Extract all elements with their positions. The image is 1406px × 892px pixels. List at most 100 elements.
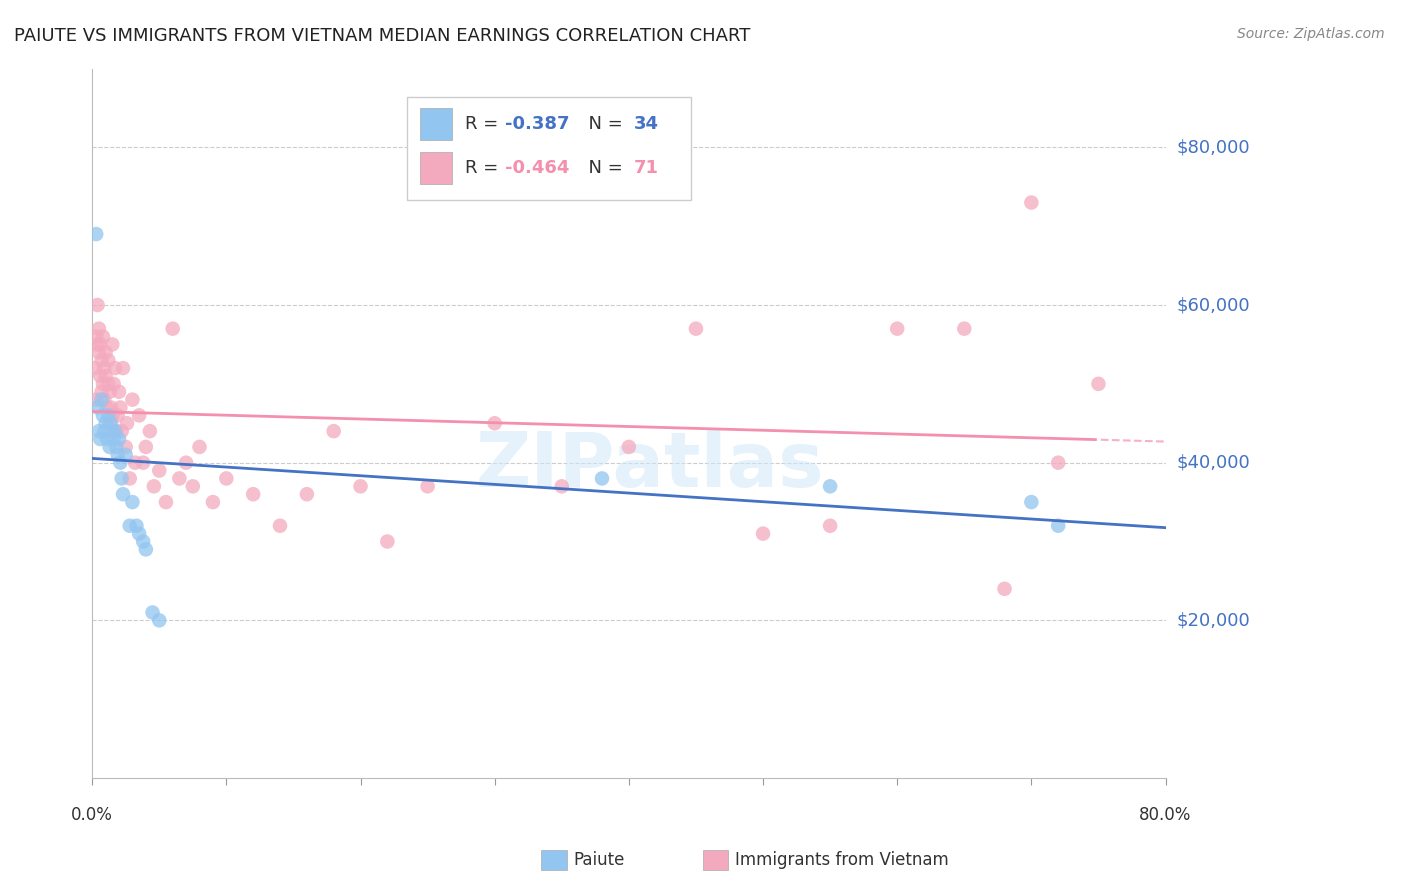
Point bbox=[89, 432, 111, 446]
Point bbox=[89, 337, 111, 351]
Point bbox=[132, 456, 155, 470]
Point bbox=[89, 368, 111, 383]
Point bbox=[100, 401, 122, 415]
Point bbox=[118, 471, 141, 485]
Text: -0.464: -0.464 bbox=[505, 159, 569, 177]
Point bbox=[125, 518, 148, 533]
Point bbox=[818, 518, 841, 533]
Point bbox=[174, 456, 197, 470]
Point bbox=[1047, 518, 1070, 533]
Text: R =: R = bbox=[464, 159, 503, 177]
Point bbox=[1087, 376, 1109, 391]
Point bbox=[128, 409, 150, 423]
Point bbox=[90, 353, 112, 368]
Point bbox=[111, 471, 134, 485]
FancyBboxPatch shape bbox=[419, 108, 451, 140]
Point bbox=[139, 424, 162, 438]
Point bbox=[993, 582, 1015, 596]
Point bbox=[107, 448, 129, 462]
Point bbox=[322, 424, 344, 438]
Point bbox=[96, 401, 118, 415]
Point bbox=[112, 487, 135, 501]
Point bbox=[90, 384, 112, 399]
Point bbox=[162, 321, 184, 335]
Point bbox=[752, 526, 775, 541]
Text: PAIUTE VS IMMIGRANTS FROM VIETNAM MEDIAN EARNINGS CORRELATION CHART: PAIUTE VS IMMIGRANTS FROM VIETNAM MEDIAN… bbox=[14, 27, 751, 45]
Point bbox=[591, 471, 613, 485]
Point bbox=[86, 298, 108, 312]
Point bbox=[110, 456, 132, 470]
Point bbox=[242, 487, 264, 501]
Point bbox=[114, 448, 136, 462]
Point bbox=[375, 534, 398, 549]
Point bbox=[128, 526, 150, 541]
Point bbox=[269, 518, 291, 533]
Point bbox=[107, 409, 129, 423]
Point bbox=[416, 479, 439, 493]
Point bbox=[155, 495, 177, 509]
Point bbox=[121, 495, 143, 509]
Point bbox=[148, 613, 170, 627]
Text: 71: 71 bbox=[634, 159, 659, 177]
Text: 80.0%: 80.0% bbox=[1139, 806, 1192, 824]
Text: R =: R = bbox=[464, 115, 503, 133]
Point bbox=[84, 392, 107, 407]
Point bbox=[86, 337, 108, 351]
Point bbox=[87, 424, 110, 438]
Point bbox=[94, 345, 117, 359]
Point bbox=[90, 392, 112, 407]
Point bbox=[93, 424, 115, 438]
Point bbox=[118, 518, 141, 533]
Point bbox=[551, 479, 574, 493]
Point bbox=[108, 384, 131, 399]
FancyBboxPatch shape bbox=[406, 97, 692, 200]
Point bbox=[181, 479, 204, 493]
Text: $40,000: $40,000 bbox=[1177, 454, 1250, 472]
Point bbox=[84, 227, 107, 241]
Point bbox=[91, 329, 114, 343]
Point bbox=[295, 487, 318, 501]
Point bbox=[94, 417, 117, 431]
Point bbox=[105, 424, 128, 438]
Point bbox=[1021, 195, 1043, 210]
Point bbox=[98, 440, 121, 454]
Point bbox=[101, 337, 124, 351]
Point bbox=[188, 440, 211, 454]
Point bbox=[93, 361, 115, 376]
Text: 34: 34 bbox=[634, 115, 659, 133]
Point bbox=[84, 329, 107, 343]
Point bbox=[148, 464, 170, 478]
Point bbox=[169, 471, 191, 485]
Point bbox=[104, 424, 127, 438]
Point bbox=[104, 361, 127, 376]
Text: ZIPatlas: ZIPatlas bbox=[477, 429, 825, 503]
Text: Paiute: Paiute bbox=[574, 851, 626, 869]
Point bbox=[86, 401, 108, 415]
Text: Immigrants from Vietnam: Immigrants from Vietnam bbox=[735, 851, 949, 869]
Point bbox=[111, 424, 134, 438]
Point bbox=[98, 384, 121, 399]
Point bbox=[142, 606, 165, 620]
Point bbox=[114, 440, 136, 454]
Text: -0.387: -0.387 bbox=[505, 115, 569, 133]
Text: Source: ZipAtlas.com: Source: ZipAtlas.com bbox=[1237, 27, 1385, 41]
Point bbox=[1021, 495, 1043, 509]
Text: 0.0%: 0.0% bbox=[72, 806, 112, 824]
Point bbox=[87, 321, 110, 335]
Point bbox=[110, 401, 132, 415]
Point bbox=[103, 432, 125, 446]
Point bbox=[108, 432, 131, 446]
Text: N =: N = bbox=[578, 115, 628, 133]
Point bbox=[87, 345, 110, 359]
Point bbox=[617, 440, 640, 454]
Point bbox=[484, 417, 506, 431]
Point bbox=[97, 353, 120, 368]
Point bbox=[215, 471, 238, 485]
Point bbox=[953, 321, 976, 335]
Point bbox=[818, 479, 841, 493]
Point bbox=[93, 392, 115, 407]
Point bbox=[886, 321, 908, 335]
Point bbox=[83, 361, 105, 376]
Point bbox=[101, 424, 124, 438]
Point bbox=[101, 409, 124, 423]
